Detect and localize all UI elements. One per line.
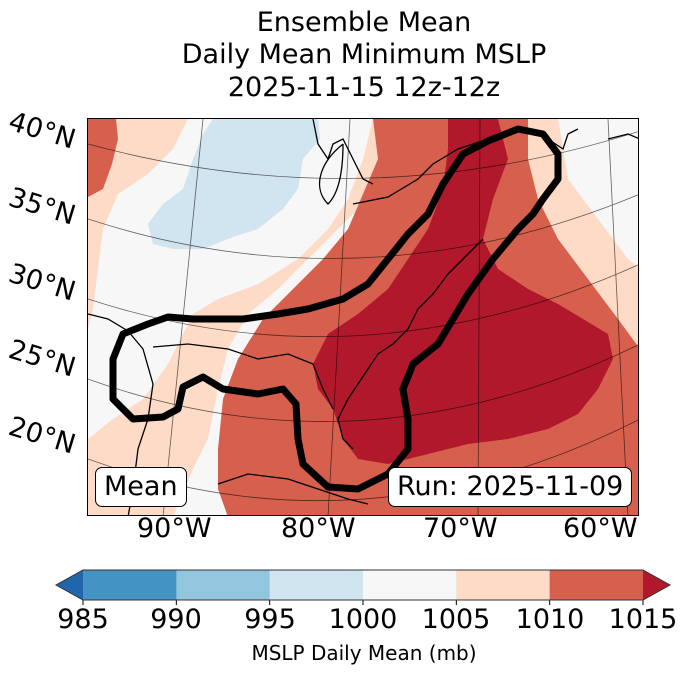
lat-label-35n: 35°N	[4, 182, 80, 232]
colorbar-tick-1005: 1005	[421, 604, 491, 635]
colorbar-extend-low	[56, 570, 83, 600]
lat-label-25n: 25°N	[4, 334, 80, 384]
lat-label-40n: 40°N	[4, 106, 80, 156]
title-line-2: Daily Mean Minimum MSLP	[181, 39, 547, 70]
lat-label-30n: 30°N	[4, 258, 80, 308]
title-line-3: 2025-11-15 12z-12z	[227, 72, 501, 103]
colorbar-tick-990: 990	[150, 604, 202, 635]
colorbar-bin-1005-1010	[456, 570, 551, 600]
colorbar-tick-985: 985	[57, 604, 109, 635]
colorbar-extend-high	[643, 570, 670, 600]
lon-label-70w: 70°W	[423, 513, 498, 544]
field-1005-1010-west	[88, 119, 188, 329]
run-date-annotation: Run: 2025-11-09	[388, 467, 633, 507]
map-canvas	[88, 119, 638, 515]
lon-label-60w: 60°W	[563, 513, 638, 544]
colorbar-bin-995-1000	[269, 570, 364, 600]
colorbar-bin-985-990	[83, 570, 177, 600]
field-995-1000	[148, 119, 320, 249]
colorbar-bin-990-995	[176, 570, 271, 600]
colorbar-tick-1015: 1015	[608, 604, 678, 635]
colorbar-label: MSLP Daily Mean (mb)	[251, 641, 477, 665]
lon-label-80w: 80°W	[281, 513, 356, 544]
colorbar-tick-1010: 1010	[515, 604, 585, 635]
lon-label-90w: 90°W	[137, 513, 212, 544]
colorbar-outline	[54, 569, 672, 601]
map-panel	[87, 118, 639, 516]
colorbar-bin-1000-1005	[363, 570, 457, 600]
lat-label-20n: 20°N	[4, 411, 80, 461]
mean-annotation: Mean	[95, 467, 187, 507]
colorbar-tick-995: 995	[244, 604, 296, 635]
colorbar-bin-1010-1015	[549, 570, 644, 600]
field-1010-1015-nw	[88, 119, 118, 197]
field-over-1015	[313, 119, 613, 464]
title-line-1: Ensemble Mean	[256, 7, 472, 38]
colorbar-tick-1000: 1000	[328, 604, 398, 635]
ensemble-contour	[109, 125, 562, 493]
